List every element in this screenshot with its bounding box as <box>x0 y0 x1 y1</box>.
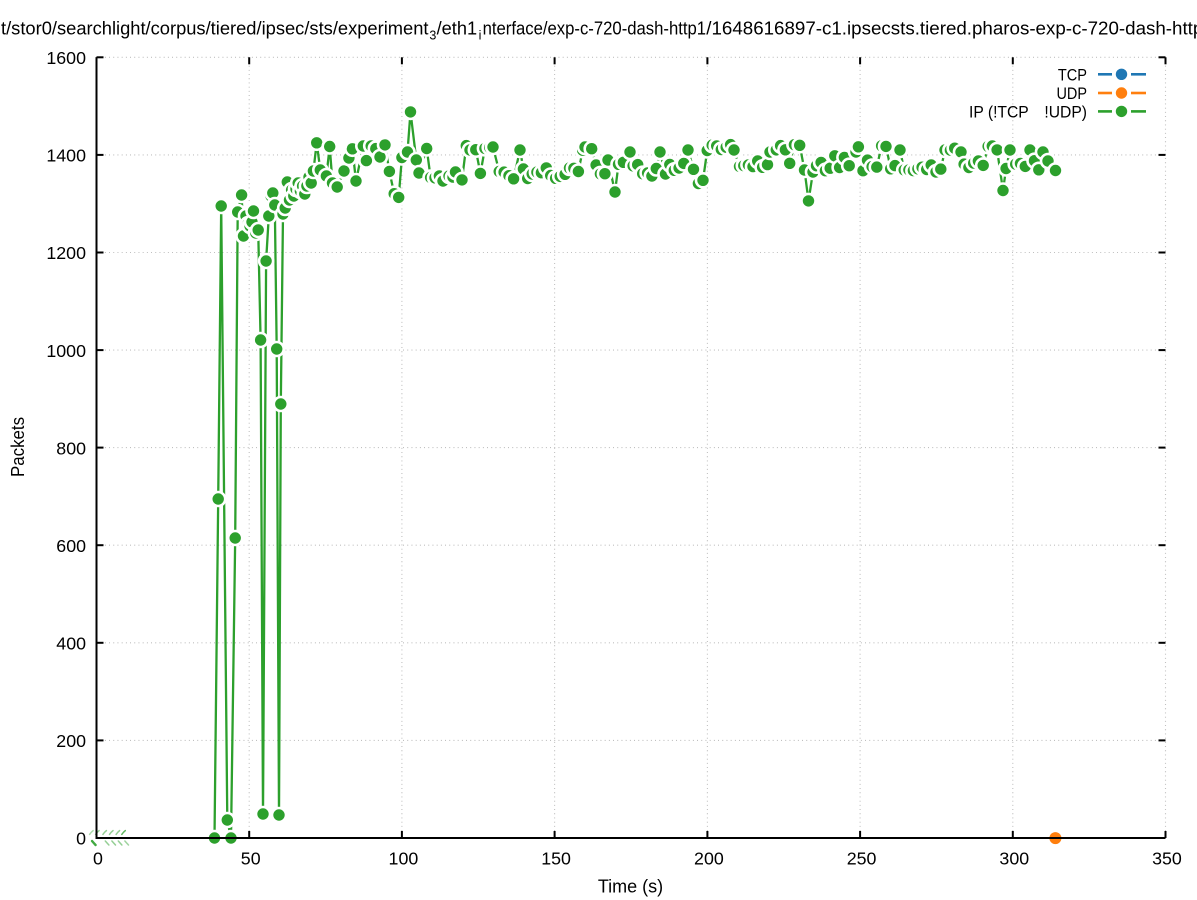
svg-text:1400: 1400 <box>46 146 86 166</box>
svg-text:nterface/exp-c-720-dash-http1: nterface/exp-c-720-dash-http1 <box>483 19 706 39</box>
svg-text:1200: 1200 <box>46 243 86 263</box>
svg-text:200: 200 <box>694 849 724 869</box>
svg-text:600: 600 <box>56 536 86 556</box>
svg-text:3: 3 <box>429 29 436 43</box>
svg-text:UDP: UDP <box>1057 85 1088 103</box>
svg-text:100: 100 <box>389 849 419 869</box>
svg-text:300: 300 <box>999 849 1029 869</box>
svg-text:1600: 1600 <box>46 48 86 68</box>
svg-text:i: i <box>479 29 482 43</box>
svg-text:0: 0 <box>93 849 103 869</box>
svg-text:400: 400 <box>56 634 86 654</box>
svg-text:TCP: TCP <box>1058 66 1087 84</box>
svg-text:350: 350 <box>1152 849 1182 869</box>
svg-text:/1648616897-c1.ipsecsts.tiered: /1648616897-c1.ipsecsts.tiered.pharos-ex… <box>706 19 1197 39</box>
svg-text:800: 800 <box>56 438 86 458</box>
svg-text:Time (s): Time (s) <box>598 877 663 897</box>
svg-text:t/stor0/searchlight/corpus/tie: t/stor0/searchlight/corpus/tiered/ipsec/… <box>1 19 428 39</box>
svg-text:Packets: Packets <box>8 417 28 477</box>
svg-text:/eth1: /eth1 <box>437 19 478 39</box>
svg-text:50: 50 <box>241 849 261 869</box>
svg-text:250: 250 <box>847 849 877 869</box>
svg-text:1000: 1000 <box>46 341 86 361</box>
svg-text:0: 0 <box>76 829 86 849</box>
svg-text:IP (!TCP !UDP): IP (!TCP !UDP) <box>969 103 1087 121</box>
svg-text:150: 150 <box>541 849 571 869</box>
svg-text:200: 200 <box>56 731 86 751</box>
